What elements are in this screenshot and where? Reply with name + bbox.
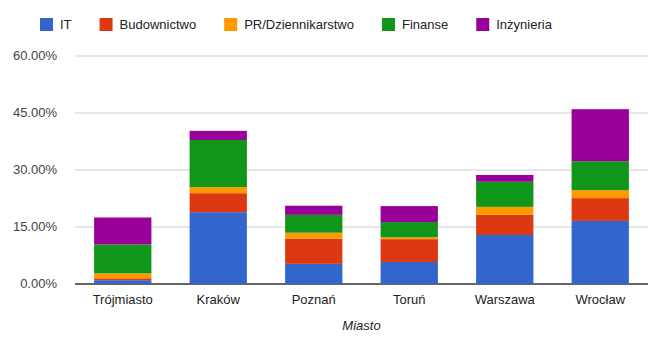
legend-swatch: [382, 18, 395, 31]
x-tick-label: Warszawa: [475, 292, 536, 307]
bar-segment: [572, 190, 629, 198]
x-tick-label: Trójmiasto: [93, 292, 153, 307]
grid-line: [75, 113, 648, 114]
y-tick-label: 60.00%: [13, 48, 58, 63]
x-tick-label: Toruń: [393, 292, 426, 307]
y-tick-label: 0.00%: [20, 276, 57, 291]
bar-segment: [381, 262, 438, 284]
bar-segment: [572, 198, 629, 221]
legend-swatch: [224, 18, 237, 31]
legend-label: Inżynieria: [496, 17, 552, 32]
grid-line: [75, 284, 648, 285]
bar-segment: [381, 206, 438, 222]
bar-segment: [285, 239, 342, 264]
grid: [75, 56, 648, 284]
bar-segment: [476, 235, 533, 284]
x-tick-label: Poznań: [292, 292, 336, 307]
y-tick-label: 15.00%: [13, 219, 58, 234]
bar-segment: [190, 212, 247, 284]
bar-segment: [94, 273, 151, 278]
grid-line: [75, 227, 648, 228]
legend-swatch: [40, 18, 53, 31]
bar-segment: [572, 161, 629, 190]
bar-segment: [381, 222, 438, 237]
bar-segment: [190, 140, 247, 187]
x-axis-line: [75, 284, 648, 285]
bar-segment: [476, 175, 533, 182]
bar-segment: [94, 280, 151, 284]
grid-line: [75, 56, 648, 57]
legend-swatch: [100, 18, 113, 31]
bar-segment: [572, 109, 629, 161]
bar-segment: [190, 131, 247, 140]
bar-segment: [190, 193, 247, 212]
bar-segment: [476, 207, 533, 215]
bar-segment: [572, 221, 629, 284]
legend-label: IT: [60, 17, 72, 32]
x-axis-title: Miasto: [342, 318, 380, 333]
bar-segment: [285, 264, 342, 284]
bar-segment: [190, 187, 247, 193]
grid-line: [75, 170, 648, 171]
page: {"chart_data": {"type": "bar", "stacked"…: [0, 0, 661, 343]
bar-segment: [285, 215, 342, 233]
bar-segment: [476, 182, 533, 207]
legend-swatch: [476, 18, 489, 31]
legend-label: PR/Dziennikarstwo: [244, 17, 354, 32]
bar-segment: [285, 233, 342, 239]
legend: IT Budownictwo PR/Dziennikarstwo Finanse Inż…: [40, 17, 553, 32]
bar-segment: [476, 215, 533, 235]
bar-segment: [94, 244, 151, 273]
y-tick-label: 45.00%: [13, 105, 58, 120]
y-tick-label: 30.00%: [13, 162, 58, 177]
chart: 0.00% 15.00% 30.00% 45.00% 60.00% Trójmiasto K…: [0, 0, 661, 343]
x-tick-label: Wrocław: [575, 292, 625, 307]
bar-segment: [285, 206, 342, 215]
legend-label: Budownictwo: [120, 17, 197, 32]
bar-segment: [94, 278, 151, 280]
bar-segment: [94, 218, 151, 245]
legend-label: Finanse: [402, 17, 448, 32]
bar-segment: [381, 237, 438, 239]
x-tick-label: Kraków: [197, 292, 241, 307]
bar-segment: [381, 239, 438, 262]
bars: [94, 109, 629, 284]
